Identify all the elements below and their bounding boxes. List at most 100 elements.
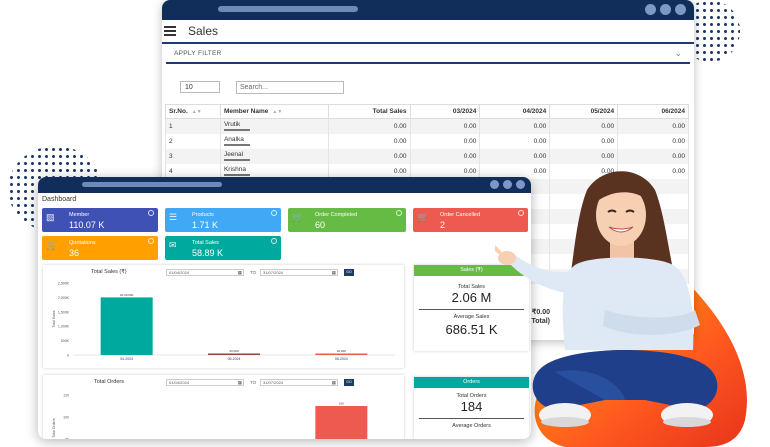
cell-month: 0.00 [479,163,551,179]
cart-cancel-icon: 🛒 [417,212,429,222]
bar [100,297,153,355]
info-icon[interactable] [271,238,277,244]
chart-title: Total Orders [94,379,124,385]
info-icon[interactable] [148,238,154,244]
column-header-member-name[interactable]: Member Name ▲▼ [219,104,329,119]
cart-icon: 🛒 [46,240,58,250]
cell-month: 0.00 [549,118,619,134]
window-dot-2[interactable] [503,180,512,189]
card-total-sales[interactable]: ✉ Total Sales 58.89 K [165,236,281,260]
dashboard-title: Dashboard [42,196,77,203]
hamburger-menu-icon[interactable] [164,26,176,36]
y-tick-label: 0 [67,354,69,358]
y-axis-label: Total Orders [52,418,56,437]
dashboard-window: Dashboard ▧ Member 110.07 K ☰ Products 1… [38,177,531,439]
from-date-input[interactable]: 01/04/2024 ▦ [166,269,244,276]
to-date-input[interactable]: 31/07/2024 ▦ [260,269,338,276]
to-label: TO [250,380,257,385]
window-dot-1[interactable] [645,4,656,15]
bar [315,406,368,439]
y-tick-label: 1,500K [58,310,70,314]
card-member[interactable]: ▧ Member 110.07 K [42,208,158,232]
sort-icon[interactable]: ▲▼ [191,109,202,115]
table-row[interactable]: 2 Analka 0.00 0.00 0.00 0.00 0.00 [165,133,689,149]
divider [419,309,524,310]
divider [419,418,524,419]
list-icon: ☰ [169,212,178,222]
card-quotations[interactable]: 🛒 Quotations 36 [42,236,158,260]
cell-month: 0.00 [479,118,551,134]
table-row[interactable]: 4 Krishna 0.00 0.00 0.00 0.00 0.00 [165,163,689,179]
orders-summary-card: Orders Total Orders 184 Average Orders [414,377,529,439]
cell-month: 0.00 [409,133,481,149]
calendar-icon[interactable]: ▦ [237,380,242,385]
sales-window-titlebar [162,0,694,20]
calendar-icon[interactable]: ▦ [331,380,336,385]
chevron-down-icon[interactable]: ⌄ [674,48,682,58]
to-date-input[interactable]: 31/07/2024 ▦ [260,379,338,386]
footer-total-value: ₹0.00 [531,309,550,316]
cell-month: 0.00 [409,163,481,179]
go-button[interactable]: GO [344,269,354,276]
column-header-total-sales[interactable]: Total Sales [327,104,411,119]
y-tick-label: 100 [63,416,69,420]
calendar-icon[interactable]: ▦ [237,270,242,275]
y-tick-label: 120 [63,394,69,398]
bar-data-label: 100 [339,402,344,406]
sort-icon[interactable]: ▲▼ [272,109,283,115]
dashboard-window-titlebar [38,177,531,193]
average-sales-value: 686.51 K [445,322,498,337]
y-tick-label: 2,500K [58,282,70,286]
window-dot-1[interactable] [490,180,499,189]
cell-month: 0.00 [479,133,551,149]
info-icon[interactable] [518,210,524,216]
apply-filter-bar[interactable]: APPLY FILTER ⌄ [166,44,690,64]
card-products[interactable]: ☰ Products 1.71 K [165,208,281,232]
cell-month: 0.00 [479,148,551,164]
cart-icon: 🛒 [292,212,304,222]
card-order-completed[interactable]: 🛒 Order Completed 60 [288,208,406,232]
page-length-select[interactable]: 10 [180,81,220,93]
y-tick-label: 500K [61,339,70,343]
window-dot-3[interactable] [516,180,525,189]
y-tick-label: 2,000K [58,296,70,300]
column-header-04-2024[interactable]: 04/2024 [479,104,551,119]
x-tick-label: 06-2024 [335,357,348,361]
cell-month: 0.00 [409,118,481,134]
window-dot-3[interactable] [675,4,686,15]
from-date-input[interactable]: 01/04/2024 ▦ [166,379,244,386]
cell-srno: 2 [165,133,221,149]
column-header-03-2024[interactable]: 03/2024 [409,104,481,119]
column-header-05-2024[interactable]: 05/2024 [549,104,619,119]
search-input[interactable]: Search... [236,80,344,94]
table-row[interactable]: 1 Vrutik 0.00 0.00 0.00 0.00 0.00 [165,118,689,134]
to-label: TO [250,270,257,275]
smiling-woman-illustration [495,171,718,427]
cell-month: 0.00 [409,148,481,164]
orders-summary-header: Orders [414,377,529,388]
cell-srno: 3 [165,148,221,164]
calendar-icon[interactable]: ▦ [331,270,336,275]
info-icon[interactable] [396,210,402,216]
column-header-06-2024[interactable]: 06/2024 [617,104,689,119]
chart-title: Total Sales (₹) [91,269,127,275]
table-row[interactable]: 3 Jeenal 0.00 0.00 0.00 0.00 0.00 [165,148,689,164]
card-order-cancelled[interactable]: 🛒 Order Cancelled 2 [413,208,528,232]
cell-total-sales: 0.00 [327,148,411,164]
total-sales-value: 2.06 M [451,290,492,305]
cell-member-name: Jeenal [219,148,329,164]
member-id-icon: ▧ [46,212,55,222]
info-icon[interactable] [148,210,154,216]
window-controls [490,180,525,189]
footer-total-label: Total) [531,318,550,325]
go-button[interactable]: GO [344,379,354,386]
cell-month: 0.00 [549,133,619,149]
info-icon[interactable] [271,210,277,216]
sales-summary-header: Sales (₹) [414,265,529,276]
page-title: Sales [188,24,219,38]
window-dot-2[interactable] [660,4,671,15]
total-sales-bar-chart: 2,500K 2,000K 1,500K 1,000K 500K 0 Total Sales… [52,282,395,361]
cell-member-name: Krishna [219,163,329,179]
column-header-srno[interactable]: Sr.No. ▲▼ [165,104,221,119]
